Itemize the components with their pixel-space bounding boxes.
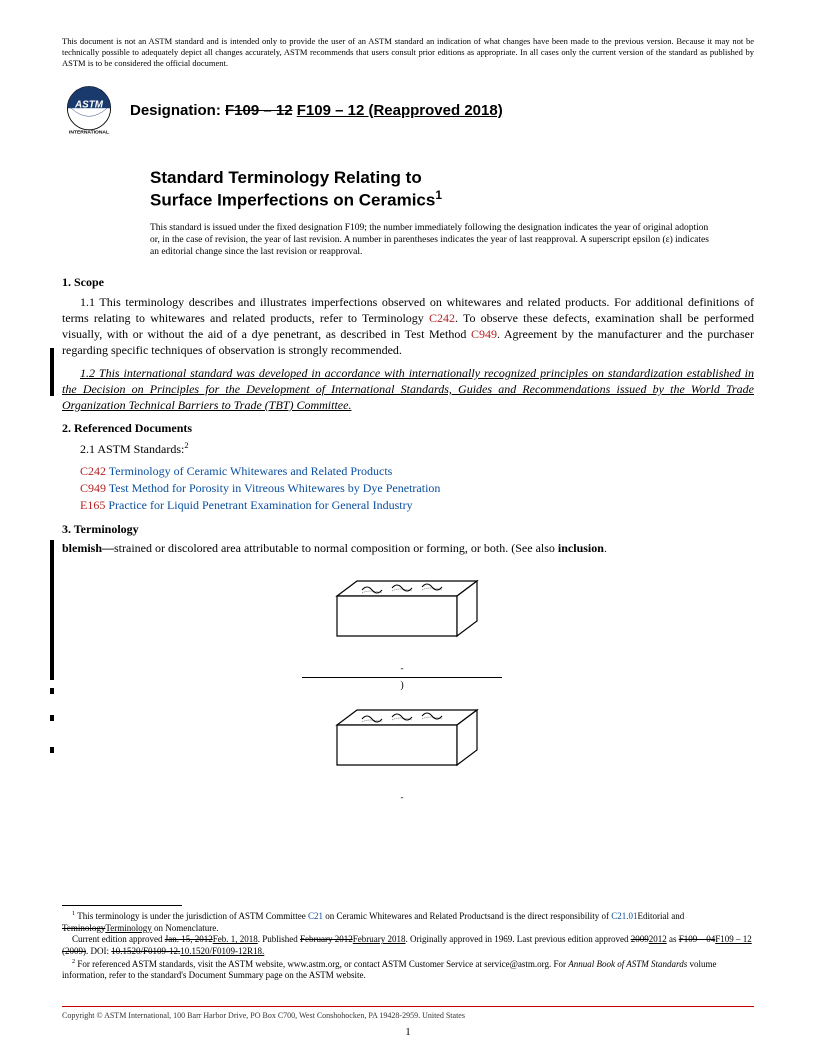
section-1-head: 1. Scope — [62, 275, 754, 290]
section-1-2: 1.2 This international standard was deve… — [62, 365, 754, 414]
footnotes: 1 This terminology is under the jurisdic… — [62, 905, 754, 982]
change-bar — [50, 715, 54, 721]
astm-logo: ASTM INTERNATIONAL — [62, 83, 116, 137]
designation-label: Designation: — [130, 102, 221, 119]
term-blemish: blemish—strained or discolored area attr… — [62, 541, 754, 556]
ref-c242: C242 Terminology of Ceramic Whitewares a… — [80, 463, 754, 480]
ref-e165: E165 Practice for Liquid Penetrant Exami… — [80, 497, 754, 514]
link-c21[interactable]: C21 — [308, 911, 323, 921]
change-bar — [50, 540, 54, 680]
figure-1b-caption: - — [401, 792, 404, 802]
svg-text:INTERNATIONAL: INTERNATIONAL — [69, 130, 109, 136]
footnote-1: 1 This terminology is under the jurisdic… — [62, 910, 754, 934]
ref-c949: C949 Test Method for Porosity in Vitreou… — [80, 480, 754, 497]
disclaimer-text: This document is not an ASTM standard an… — [62, 36, 754, 69]
title-line2: Surface Imperfections on Ceramics1 — [150, 188, 754, 211]
figure-1b — [307, 695, 497, 790]
section-1-1: 1.1 This terminology describes and illus… — [62, 294, 754, 359]
section-3-head: 3. Terminology — [62, 522, 754, 537]
title-block: Standard Terminology Relating to Surface… — [150, 167, 754, 211]
page-number: 1 — [0, 1026, 816, 1038]
copyright-line: Copyright © ASTM International, 100 Barr… — [62, 1006, 754, 1020]
figure-divider: ) — [302, 677, 502, 691]
referenced-documents: C242 Terminology of Ceramic Whitewares a… — [80, 463, 754, 513]
change-bar — [50, 348, 54, 396]
designation-old: F109 – 12 — [225, 102, 293, 119]
figure-1a — [307, 566, 497, 661]
designation-line: Designation: F109 – 12 F109 – 12 (Reappr… — [130, 102, 503, 119]
figure-1a-caption: - — [401, 663, 404, 673]
footnote-2: 2 For referenced ASTM standards, visit t… — [62, 958, 754, 982]
change-bar — [50, 747, 54, 753]
title-line1: Standard Terminology Relating to — [150, 167, 754, 188]
section-2-1: 2.1 ASTM Standards:2 — [80, 440, 754, 457]
footnote-rule — [62, 905, 182, 906]
change-bar — [50, 688, 54, 694]
section-2-head: 2. Referenced Documents — [62, 421, 754, 436]
figure-area: - ) - — [122, 566, 682, 802]
footnote-1b: Current edition approved Jan. 15, 2012Fe… — [62, 934, 754, 957]
issuance-note: This standard is issued under the fixed … — [150, 223, 714, 259]
svg-text:ASTM: ASTM — [74, 99, 104, 110]
link-c242[interactable]: C242 — [429, 311, 455, 325]
link-c949[interactable]: C949 — [471, 327, 497, 341]
link-c2101[interactable]: C21.01 — [611, 911, 637, 921]
designation-new: F109 – 12 (Reapproved 2018) — [297, 102, 503, 119]
header-row: ASTM INTERNATIONAL Designation: F109 – 1… — [62, 83, 754, 137]
